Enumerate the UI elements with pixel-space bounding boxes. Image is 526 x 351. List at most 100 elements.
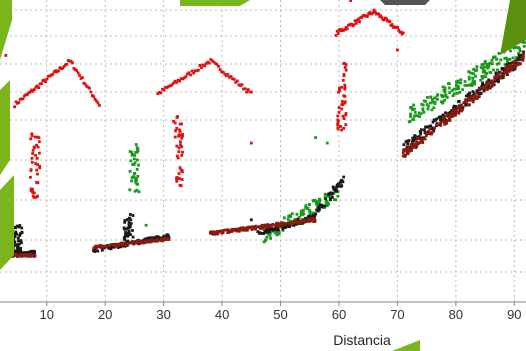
data-point <box>493 78 497 82</box>
data-point <box>422 111 426 114</box>
data-point <box>484 75 488 79</box>
data-point <box>489 85 492 89</box>
data-point <box>484 59 487 63</box>
data-point <box>520 55 524 59</box>
data-point <box>336 194 340 198</box>
data-point <box>187 71 191 75</box>
data-point <box>504 66 507 70</box>
x-tick-label: 20 <box>98 307 112 322</box>
data-point <box>251 227 254 231</box>
data-point <box>342 175 346 179</box>
data-point <box>34 85 38 89</box>
data-point <box>30 132 34 136</box>
data-point <box>337 87 341 90</box>
data-point <box>414 114 418 118</box>
data-point <box>280 221 284 225</box>
data-point <box>94 246 98 250</box>
data-point <box>511 56 515 60</box>
data-point <box>93 97 97 101</box>
data-point <box>471 79 475 83</box>
data-point <box>407 120 411 124</box>
data-point <box>135 158 139 162</box>
data-point <box>212 232 215 236</box>
data-point <box>336 122 340 125</box>
data-point <box>73 68 77 72</box>
data-point <box>508 67 512 70</box>
data-point <box>181 170 184 174</box>
data-point <box>472 91 476 95</box>
data-point <box>452 87 456 91</box>
data-point <box>340 128 344 132</box>
data-point <box>521 54 525 58</box>
data-point <box>340 85 344 89</box>
data-point <box>513 64 517 68</box>
data-point <box>344 113 348 117</box>
data-point <box>76 71 80 75</box>
data-point <box>432 118 436 122</box>
data-point <box>36 145 40 149</box>
data-point <box>131 152 134 156</box>
data-point <box>433 126 436 130</box>
data-point <box>29 137 33 141</box>
data-point <box>175 81 178 84</box>
data-point <box>458 105 462 109</box>
data-point <box>126 239 130 243</box>
data-point <box>156 235 160 239</box>
data-point <box>133 157 136 161</box>
data-point <box>42 78 46 82</box>
data-point <box>338 89 341 93</box>
data-point <box>113 244 117 248</box>
data-point <box>83 82 87 86</box>
data-point <box>240 228 244 232</box>
data-point <box>105 245 109 248</box>
data-point <box>156 92 160 96</box>
data-point <box>495 75 499 78</box>
data-point <box>257 231 261 235</box>
data-point <box>342 94 346 98</box>
data-point <box>452 109 456 113</box>
data-point <box>100 248 104 252</box>
data-point <box>349 0 353 2</box>
data-point <box>243 227 247 231</box>
data-point <box>401 154 405 158</box>
data-point <box>342 126 346 130</box>
data-point <box>436 93 440 97</box>
data-point <box>62 65 66 68</box>
data-point <box>266 232 270 236</box>
data-point <box>318 208 321 212</box>
data-point <box>466 97 470 101</box>
data-point <box>124 230 128 234</box>
data-point <box>491 83 494 87</box>
data-point <box>25 93 29 96</box>
data-point <box>31 148 35 152</box>
data-point <box>411 137 415 141</box>
data-point <box>508 61 511 65</box>
data-point <box>21 97 25 101</box>
data-point <box>431 98 434 102</box>
data-point <box>429 124 433 128</box>
data-point <box>502 69 506 73</box>
data-point <box>403 154 407 158</box>
data-point <box>421 103 425 107</box>
data-point <box>14 226 17 230</box>
data-point <box>485 62 489 66</box>
data-point <box>161 87 164 91</box>
data-point <box>107 244 110 247</box>
data-point <box>177 146 181 150</box>
data-point <box>180 145 184 149</box>
data-point <box>127 229 131 233</box>
data-point <box>442 115 446 119</box>
data-point <box>318 203 322 207</box>
data-point <box>292 224 296 227</box>
data-point <box>497 52 501 55</box>
data-point <box>450 89 454 92</box>
data-point <box>344 68 348 72</box>
data-point <box>95 99 98 103</box>
data-point <box>455 84 459 88</box>
data-point <box>420 136 424 140</box>
data-point <box>210 230 214 234</box>
data-point <box>122 237 126 241</box>
data-point <box>175 116 179 119</box>
data-point <box>434 118 437 122</box>
data-point <box>102 245 106 249</box>
